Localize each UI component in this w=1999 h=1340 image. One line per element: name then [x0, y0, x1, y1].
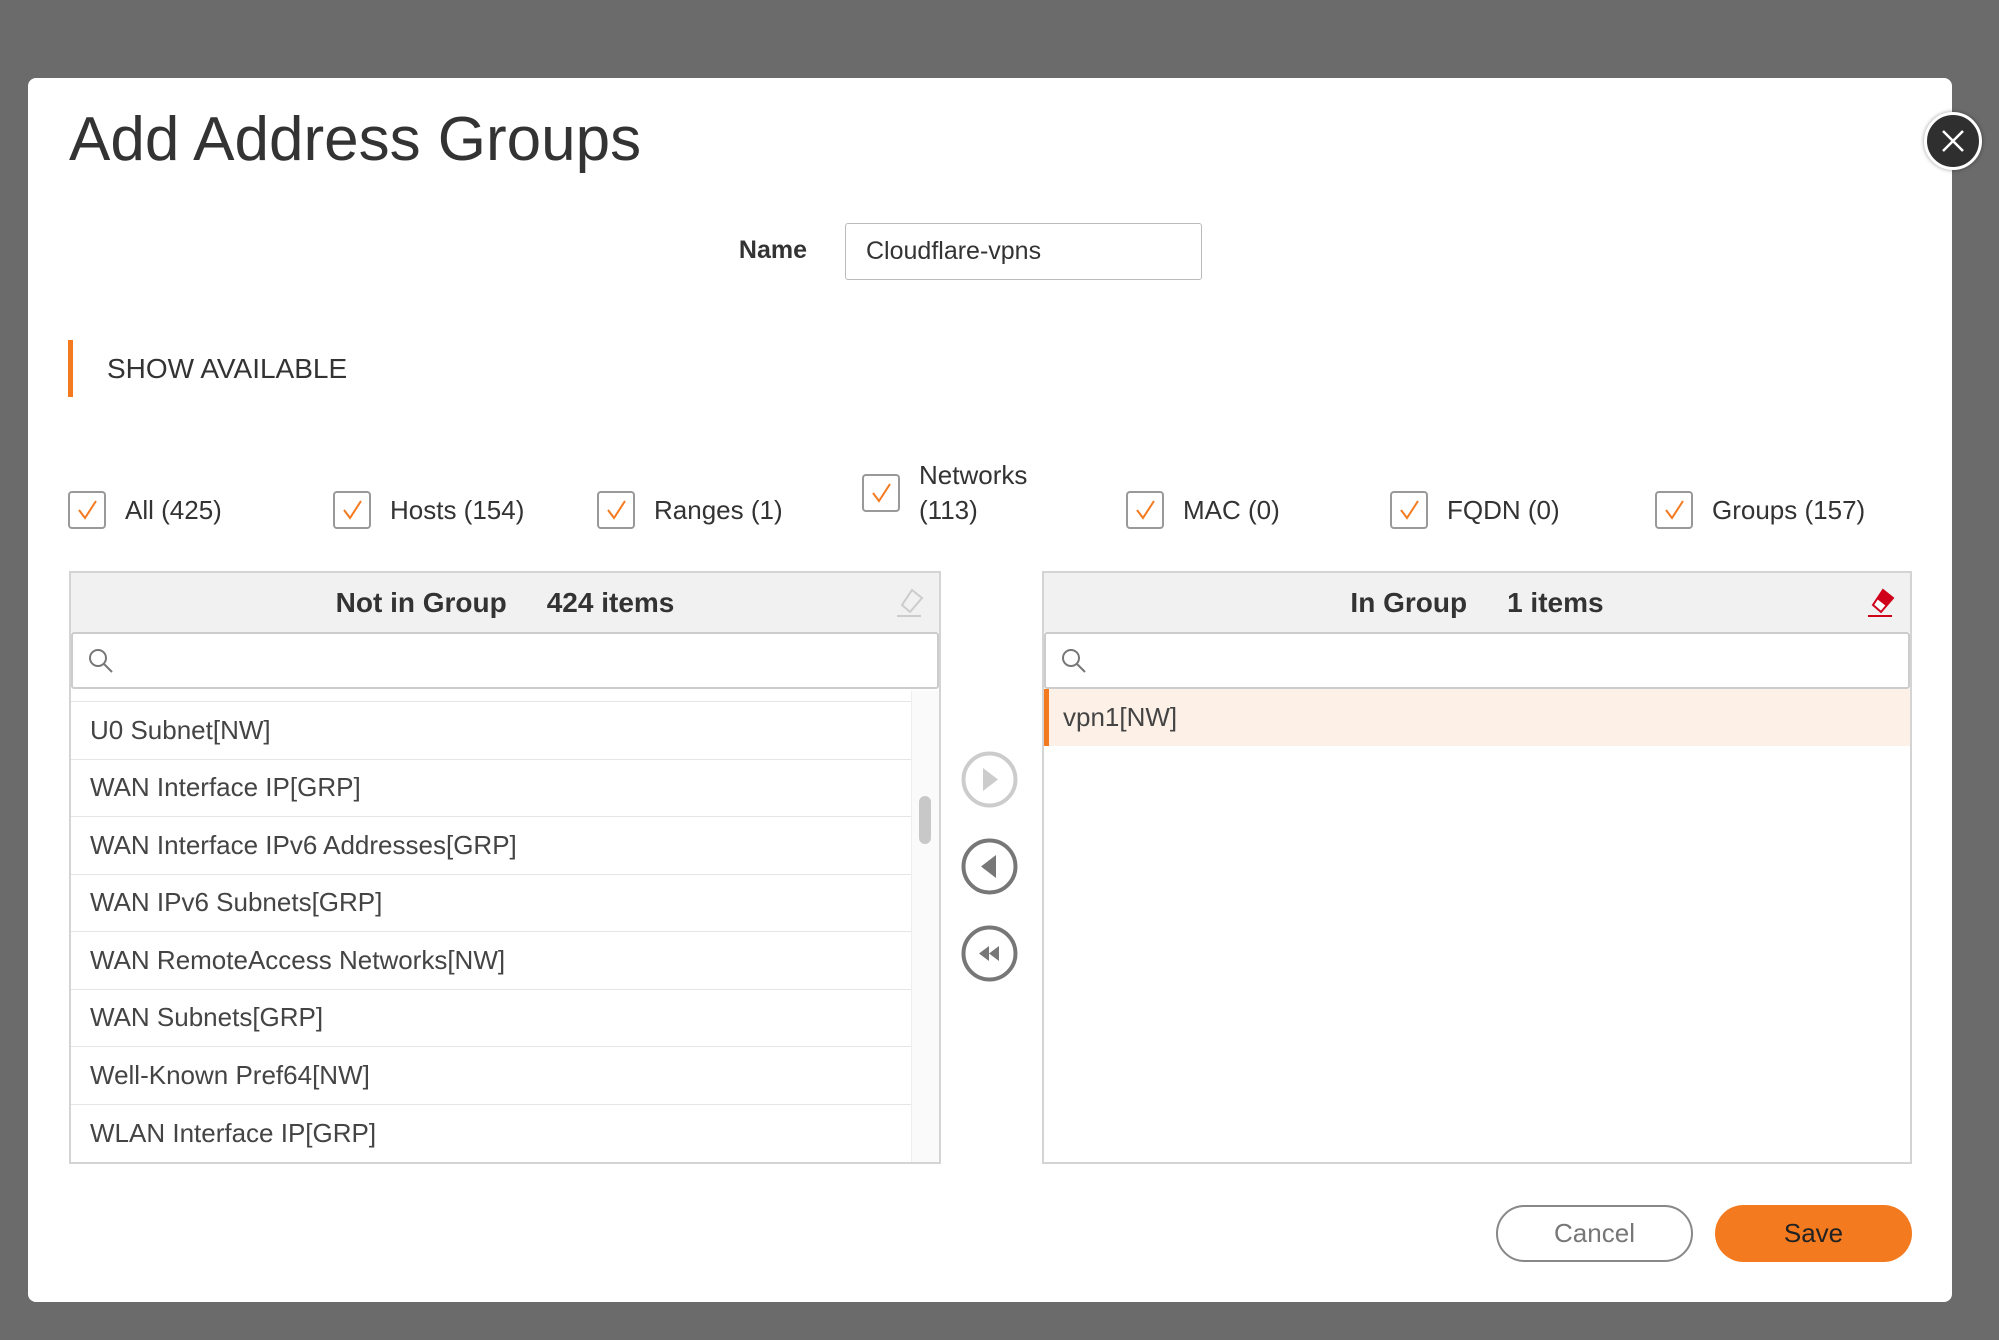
- scrollbar-thumb[interactable]: [919, 796, 931, 844]
- checkbox-checked-icon[interactable]: [1126, 491, 1164, 529]
- filter-label: Hosts (154): [390, 494, 525, 525]
- section-title: SHOW AVAILABLE: [107, 353, 348, 384]
- checkbox-checked-icon[interactable]: [68, 491, 106, 529]
- play-right-icon: [961, 751, 1018, 808]
- panel-title: In Group: [1350, 586, 1468, 618]
- filter-all[interactable]: All (425): [68, 491, 222, 529]
- list-item[interactable]: Well-Known Pref64[NW]: [71, 1047, 911, 1105]
- eraser-icon[interactable]: [1866, 587, 1896, 626]
- item-count: 1 items: [1507, 586, 1604, 618]
- selected-list-item[interactable]: vpn1[NW]: [1044, 689, 1910, 746]
- item-count: 424 items: [546, 586, 675, 618]
- list-item[interactable]: WAN RemoteAccess Networks[NW]: [71, 932, 911, 990]
- close-icon: [1942, 130, 1964, 152]
- play-left-icon: [961, 838, 1018, 895]
- filter-label: FQDN (0): [1447, 494, 1560, 525]
- eraser-icon[interactable]: [895, 587, 925, 626]
- save-button[interactable]: Save: [1715, 1205, 1912, 1262]
- filter-label: Networks (113): [919, 460, 1028, 525]
- name-label: Name: [738, 236, 807, 264]
- list-item[interactable]: WLAN Interface IP[GRP]: [90, 1117, 377, 1148]
- checkbox-checked-icon[interactable]: [1390, 491, 1428, 529]
- filter-mac[interactable]: MAC (0): [1126, 491, 1280, 529]
- checkbox-checked-icon[interactable]: [333, 491, 371, 529]
- filter-ranges[interactable]: Ranges (1): [597, 491, 783, 529]
- move-all-left-button[interactable]: [960, 924, 1019, 983]
- in-group-panel: In Group 1 items vpn1[NW]: [1042, 571, 1912, 1164]
- checkbox-checked-icon[interactable]: [862, 474, 900, 512]
- list-item[interactable]: WAN Interface IP[GRP]: [71, 760, 911, 817]
- checkbox-checked-icon[interactable]: [597, 491, 635, 529]
- filter-fqdn[interactable]: FQDN (0): [1390, 491, 1560, 529]
- filter-label: Groups (157): [1712, 494, 1866, 525]
- list-item[interactable]: U0 Subnet[NW]: [71, 702, 911, 760]
- filter-label: All (425): [125, 494, 222, 525]
- checkbox-checked-icon[interactable]: [1655, 491, 1693, 529]
- search-icon: [1062, 648, 1086, 673]
- filter-label: Ranges (1): [654, 494, 783, 525]
- filter-networks[interactable]: Networks (113): [862, 458, 1047, 528]
- list-item[interactable]: WAN Subnets[GRP]: [71, 990, 911, 1047]
- move-left-button[interactable]: [960, 837, 1019, 896]
- panel-header: Not in Group 424 items: [71, 573, 939, 632]
- search-input[interactable]: [1044, 632, 1910, 689]
- section-accent-bar: [68, 340, 73, 397]
- not-in-group-panel: Not in Group 424 items U0 Subnet[NW] WAN…: [69, 571, 941, 1164]
- filter-label: MAC (0): [1183, 494, 1280, 525]
- filter-groups[interactable]: Groups (157): [1655, 491, 1865, 529]
- list-item[interactable]: WAN Interface IPv6 Addresses[GRP]: [71, 817, 911, 875]
- close-button[interactable]: [1924, 112, 1982, 170]
- cancel-button[interactable]: Cancel: [1496, 1205, 1693, 1262]
- filter-hosts[interactable]: Hosts (154): [333, 491, 524, 529]
- search-icon: [89, 648, 113, 673]
- list-item[interactable]: WAN IPv6 Subnets[GRP]: [71, 875, 911, 932]
- panel-header: In Group 1 items: [1044, 573, 1910, 632]
- rewind-icon: [961, 925, 1018, 982]
- dialog-title: Add Address Groups: [69, 105, 642, 174]
- search-input[interactable]: [71, 632, 939, 689]
- move-right-button[interactable]: [960, 750, 1019, 809]
- available-list: U0 Subnet[NW] WAN Interface IP[GRP] WAN …: [71, 702, 911, 1162]
- scrollbar[interactable]: [911, 691, 939, 1162]
- panel-title: Not in Group: [335, 586, 507, 618]
- name-input[interactable]: [845, 223, 1202, 280]
